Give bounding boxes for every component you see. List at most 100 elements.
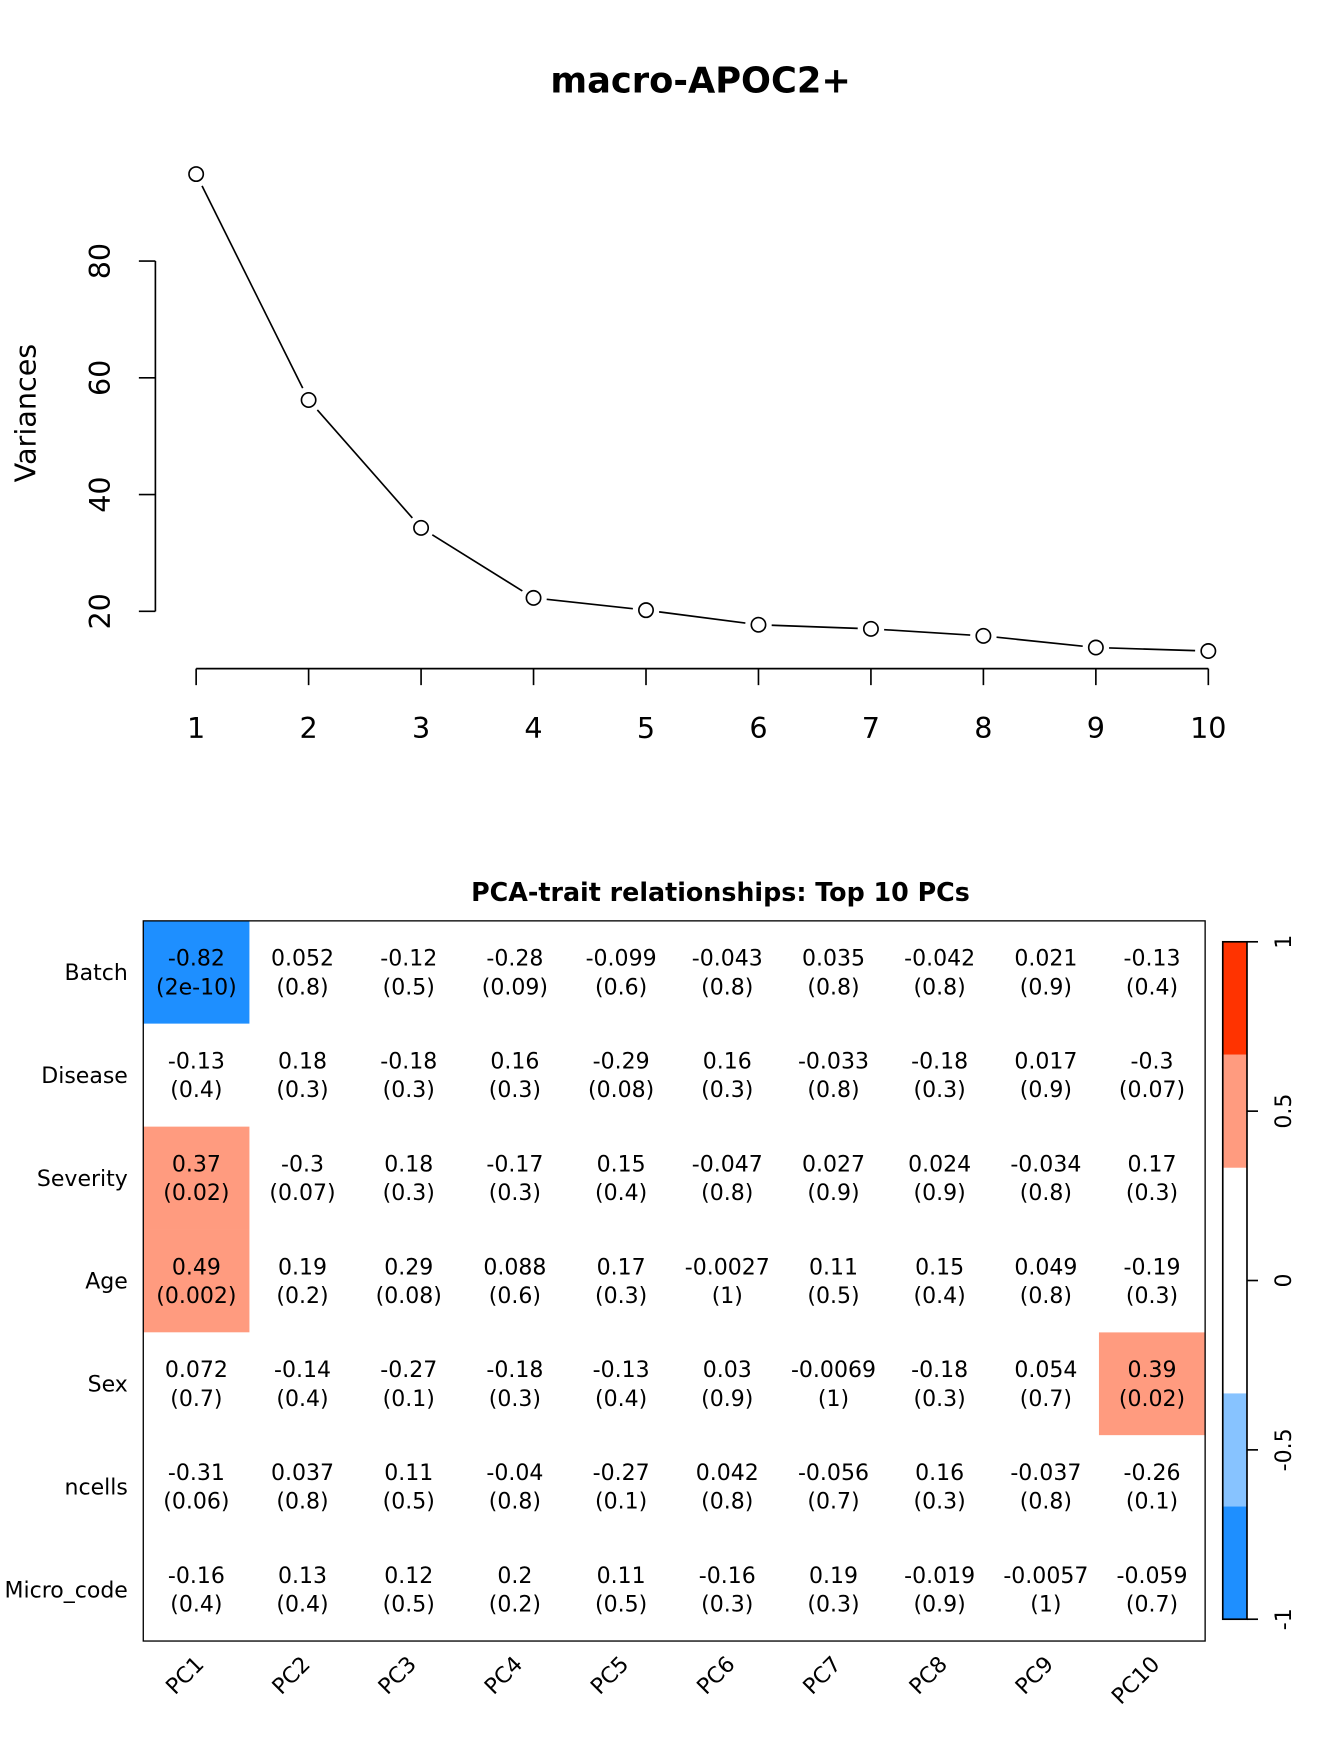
cell-pvalue: (0.2): [276, 1284, 328, 1309]
heatmap-cell: [461, 1023, 569, 1127]
cell-value: -0.019: [904, 1564, 975, 1589]
heatmap-cell: [886, 1229, 993, 1333]
cell-pvalue: (0.9): [1020, 1078, 1072, 1103]
cell-value: -0.0069: [791, 1358, 876, 1383]
cell-pvalue: (0.8): [701, 1490, 753, 1515]
cell-pvalue: (0.8): [1020, 1490, 1072, 1515]
cell-pvalue: (0.7): [807, 1490, 859, 1515]
data-point: [750, 616, 767, 633]
column-label: PC7: [799, 1652, 847, 1700]
data-point: [300, 392, 317, 408]
cell-value: -0.13: [1124, 947, 1181, 972]
heatmap-cell: [674, 1538, 781, 1642]
cell-pvalue: (0.9): [1020, 975, 1072, 1000]
cell-pvalue: (0.8): [276, 975, 328, 1000]
cell-value: 0.39: [1128, 1358, 1177, 1383]
x-tick-label: 4: [524, 711, 542, 745]
colorbar-tick-label: 0.5: [1272, 1094, 1297, 1129]
heatmap-cell: [674, 1332, 781, 1436]
cell-value: 0.027: [802, 1152, 865, 1177]
cell-value: -0.0027: [685, 1255, 770, 1280]
data-point: [413, 519, 430, 536]
heatmap-cell: [568, 1435, 675, 1539]
heatmap-cell: [355, 1538, 462, 1642]
cell-pvalue: (0.3): [489, 1078, 541, 1103]
cell-pvalue: (0.07): [1119, 1078, 1185, 1103]
cell-value: -0.13: [593, 1358, 650, 1383]
cell-value: -0.16: [699, 1564, 756, 1589]
column-label: PC1: [162, 1652, 210, 1700]
heatmap-cell: [1098, 1023, 1206, 1127]
heatmap-cell: [1098, 1538, 1206, 1642]
scree-plot: macro-APOC2+ Variances 1 2 3 4 5 6 7 8 9 10 20 40 60…: [8, 61, 1226, 745]
series-line-segment: [659, 611, 746, 624]
cell-pvalue: (0.4): [1126, 975, 1178, 1000]
heatmap-cell: [355, 1229, 462, 1333]
data-point: [525, 589, 542, 606]
y-tick-label: 20: [83, 593, 117, 629]
cell-value: 0.19: [809, 1564, 858, 1589]
colorbar-tick-label: -0.5: [1272, 1428, 1297, 1471]
series-line-segment: [884, 628, 971, 636]
cell-value: 0.13: [278, 1564, 327, 1589]
heatmap-cell: [568, 1023, 675, 1127]
colorbar-band: [1222, 1054, 1247, 1168]
heatmap-cell: [143, 1538, 250, 1642]
cell-pvalue: (1): [1030, 1593, 1061, 1618]
cell-pvalue: (0.9): [914, 1181, 966, 1206]
series-line-segment: [316, 409, 413, 519]
cell-pvalue: (0.3): [914, 1078, 966, 1103]
heatmap-cell: [355, 1435, 462, 1539]
cell-pvalue: (0.6): [595, 975, 647, 1000]
cell-pvalue: (0.8): [914, 975, 966, 1000]
heatmap-cell: [674, 1126, 781, 1230]
heatmap-cell: [143, 1229, 250, 1333]
cell-value: -0.3: [1131, 1050, 1174, 1075]
cell-value: 0.024: [908, 1152, 971, 1177]
column-label: PC6: [693, 1652, 741, 1700]
cell-value: -0.27: [380, 1358, 437, 1383]
series-line-segment: [431, 534, 523, 592]
cell-value: -0.16: [168, 1564, 225, 1589]
heatmap-cell: [992, 1126, 1099, 1230]
cell-value: 0.15: [597, 1152, 646, 1177]
cell-value: -0.3: [281, 1152, 324, 1177]
cell-value: -0.042: [904, 947, 975, 972]
cell-value: 0.16: [490, 1050, 539, 1075]
scree-title: macro-APOC2+: [550, 61, 851, 102]
heatmap-cell: [674, 920, 781, 1024]
cell-value: -0.056: [798, 1461, 869, 1486]
heatmap-cell: [886, 920, 993, 1024]
heatmap-cell: [143, 1126, 250, 1230]
cell-value: 0.072: [165, 1358, 228, 1383]
heatmap-cell: [568, 1332, 675, 1436]
cell-pvalue: (0.3): [807, 1593, 859, 1618]
y-tick-label: 40: [83, 476, 117, 512]
cell-value: -0.14: [274, 1358, 331, 1383]
heatmap-cell: [355, 920, 462, 1024]
cell-pvalue: (0.3): [701, 1078, 753, 1103]
cell-value: 0.15: [915, 1255, 964, 1280]
cell-value: -0.26: [1124, 1461, 1181, 1486]
heatmap-cell: [780, 1229, 887, 1333]
x-tick-label: 9: [1087, 711, 1105, 745]
colorbar-band: [1222, 941, 1247, 1055]
column-label: PC10: [1107, 1652, 1165, 1710]
cell-value: -0.82: [168, 947, 225, 972]
heatmap-cell: [992, 1538, 1099, 1642]
cell-pvalue: (0.3): [383, 1078, 435, 1103]
colorbar-band: [1222, 1167, 1247, 1394]
heatmap-cell: [143, 1435, 250, 1539]
cell-value: 0.11: [597, 1564, 646, 1589]
heatmap-cell: [992, 1023, 1099, 1127]
cell-pvalue: (0.3): [914, 1490, 966, 1515]
colorbar-tick-label: 0: [1272, 1274, 1297, 1288]
heatmap-cell: [674, 1435, 781, 1539]
row-label: Severity: [37, 1167, 128, 1192]
heatmap-cell: [461, 1126, 569, 1230]
cell-pvalue: (0.02): [163, 1181, 229, 1206]
cell-pvalue: (0.2): [489, 1593, 541, 1618]
cell-value: -0.037: [1010, 1461, 1081, 1486]
cell-pvalue: (0.8): [276, 1490, 328, 1515]
